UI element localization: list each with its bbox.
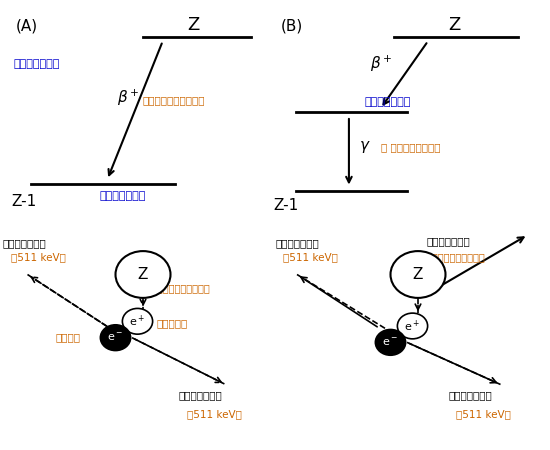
Text: $\gamma$: $\gamma$ (360, 139, 371, 155)
Text: （511 keV）: （511 keV） (456, 409, 512, 419)
Text: e$^+$: e$^+$ (129, 314, 146, 329)
Text: e$^-$: e$^-$ (107, 332, 124, 343)
Text: （電子）: （電子） (55, 332, 80, 342)
Text: （固有のエネルギー）: （固有のエネルギー） (426, 252, 485, 262)
Text: （511 keV）: （511 keV） (11, 252, 66, 262)
Text: 対消滅ガンマ線: 対消滅ガンマ線 (275, 238, 319, 248)
Text: 対消滅ガンマ線: 対消滅ガンマ線 (3, 238, 47, 248)
Text: 親核の基底状態: 親核の基底状態 (14, 59, 60, 69)
Circle shape (116, 251, 170, 298)
Text: e$^-$: e$^-$ (382, 337, 399, 348)
Text: $\beta^+$: $\beta^+$ (117, 88, 140, 108)
Text: (A): (A) (16, 18, 38, 33)
Text: Z: Z (448, 16, 461, 34)
Text: （ベータプラス崩壊）: （ベータプラス崩壊） (142, 95, 205, 105)
Circle shape (390, 251, 446, 298)
Text: （511 keV）: （511 keV） (187, 409, 242, 419)
Text: （ 脱励起ガンマ線）: （ 脱励起ガンマ線） (381, 142, 440, 152)
Text: Z: Z (138, 267, 148, 282)
Text: 娘核の基底状態: 娘核の基底状態 (100, 191, 146, 201)
Text: e$^+$: e$^+$ (404, 318, 421, 333)
Text: Z-1: Z-1 (11, 194, 36, 209)
Text: Z: Z (187, 16, 199, 34)
Text: Z-1: Z-1 (273, 198, 298, 213)
Text: $\beta^+$: $\beta^+$ (370, 54, 393, 74)
Text: 娘核の励起状態: 娘核の励起状態 (365, 97, 411, 107)
Text: （511 keV）: （511 keV） (283, 252, 338, 262)
Text: （陽電子）: （陽電子） (157, 318, 188, 328)
Circle shape (375, 329, 406, 355)
Circle shape (397, 313, 428, 339)
Text: （ベータプラス崩壊）: （ベータプラス崩壊） (151, 283, 210, 293)
Text: 対消滅ガンマ線: 対消滅ガンマ線 (448, 391, 492, 401)
Text: (B): (B) (280, 18, 302, 33)
Text: 脱励起ガンマ線: 脱励起ガンマ線 (426, 236, 470, 246)
Text: Z: Z (413, 267, 423, 282)
Circle shape (100, 325, 131, 351)
Circle shape (122, 308, 153, 334)
Text: 対消滅ガンマ線: 対消滅ガンマ線 (179, 391, 223, 401)
